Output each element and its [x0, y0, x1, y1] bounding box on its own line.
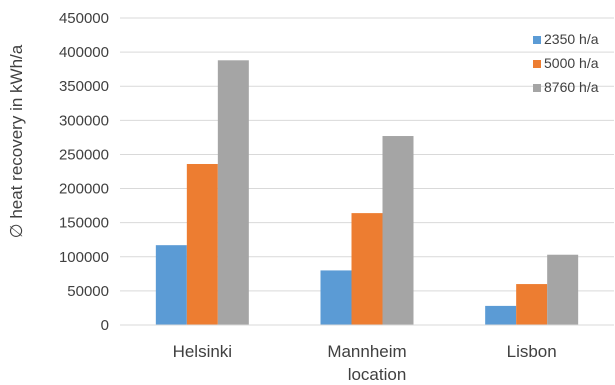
legend-label: 8760 h/a — [544, 79, 599, 95]
bar-helsinki-3 — [217, 60, 249, 325]
legend: 2350 h/a 5000 h/a 8760 h/a — [533, 31, 599, 95]
y-tick-label: 100000 — [59, 249, 109, 266]
y-tick-label: 0 — [101, 317, 109, 334]
x-category-label: Lisbon — [507, 342, 557, 361]
bars — [155, 60, 579, 325]
y-tick-label: 400000 — [59, 44, 109, 61]
x-category-label: Helsinki — [173, 342, 233, 361]
y-tick-label: 450000 — [59, 10, 109, 27]
x-axis-category-labels: Helsinki Mannheim Lisbon — [173, 342, 557, 361]
bar-lisbon-1 — [485, 305, 517, 325]
x-category-label: Mannheim — [327, 342, 406, 361]
y-tick-label: 350000 — [59, 78, 109, 95]
y-axis-tick-labels: 0 50000 100000 150000 200000 250000 300000 3500… — [59, 10, 109, 334]
legend-swatch — [533, 60, 541, 68]
legend-label: 2350 h/a — [544, 31, 599, 47]
bar-helsinki-1 — [155, 245, 187, 325]
legend-swatch — [533, 36, 541, 44]
bar-mannheim-2 — [351, 213, 383, 325]
bar-mannheim-1 — [320, 270, 352, 325]
legend-label: 5000 h/a — [544, 55, 599, 71]
y-tick-label: 200000 — [59, 181, 109, 198]
bar-helsinki-2 — [186, 163, 218, 325]
bar-lisbon-3 — [547, 254, 579, 325]
y-tick-label: 150000 — [59, 215, 109, 232]
y-axis-title: ∅ heat recovery in kWh/a — [7, 44, 26, 238]
y-tick-label: 50000 — [67, 283, 109, 300]
x-axis-title: location — [348, 365, 407, 384]
y-tick-label: 250000 — [59, 146, 109, 163]
legend-swatch — [533, 84, 541, 92]
y-tick-label: 300000 — [59, 112, 109, 129]
bar-mannheim-3 — [382, 136, 414, 325]
bar-lisbon-2 — [516, 284, 548, 325]
